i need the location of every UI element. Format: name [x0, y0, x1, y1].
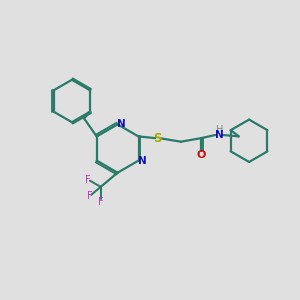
- Text: N: N: [138, 156, 147, 166]
- Text: F: F: [98, 196, 103, 207]
- Text: H: H: [216, 125, 224, 135]
- Text: O: O: [196, 150, 206, 160]
- Text: N: N: [215, 130, 224, 140]
- Text: S: S: [153, 132, 162, 145]
- Text: F: F: [85, 175, 91, 184]
- Text: F: F: [87, 191, 92, 201]
- Text: N: N: [117, 119, 126, 129]
